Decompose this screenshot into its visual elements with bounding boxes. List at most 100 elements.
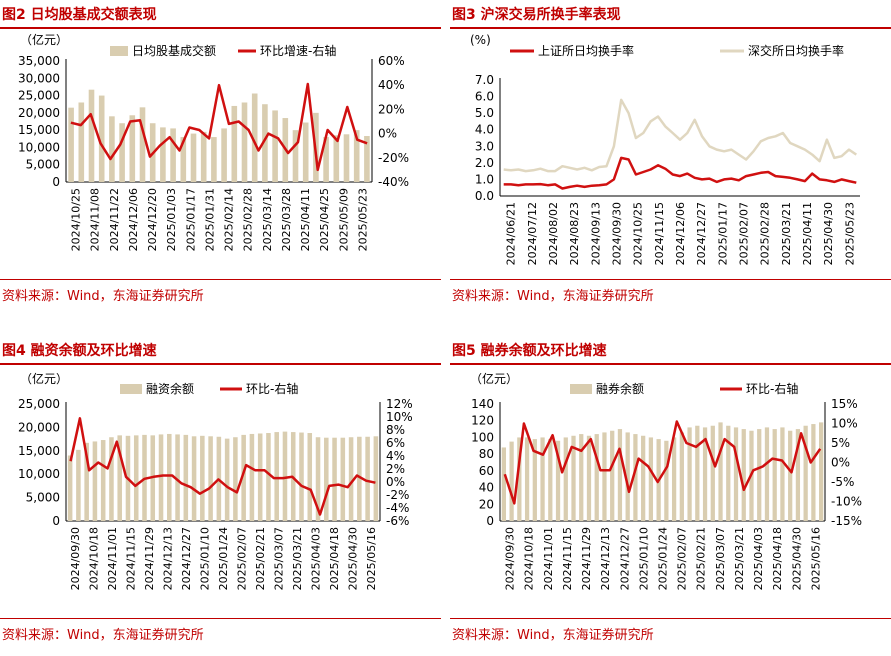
y-right-tick-label: -6%	[386, 514, 409, 528]
y-unit-label: (%)	[470, 33, 491, 47]
legend-label: 融券余额	[596, 381, 644, 396]
source-rule	[450, 279, 891, 280]
x-tick-label: 2024/11/15	[653, 202, 666, 265]
x-tick-label: 2024/10/18	[88, 527, 101, 590]
x-tick-label: 2025/04/11	[801, 202, 814, 265]
bar	[292, 130, 299, 182]
source-note: 资料来源：Wind，东海证券研究所	[452, 289, 654, 304]
chart-panel-margin-financing: 图4 融资余额及环比增速 （亿元） 0 5,000 10,000 15,000 20,00…	[0, 336, 441, 656]
bar	[795, 429, 801, 521]
bar	[517, 437, 522, 521]
y-left-tick-label: 1.0	[475, 172, 494, 186]
bar	[555, 440, 561, 521]
x-tick-label: 2024/09/30	[504, 527, 517, 590]
bar	[139, 107, 146, 182]
x-tick-label: 2024/11/01	[542, 527, 555, 590]
x-tick-label: 2025/03/21	[733, 527, 746, 590]
x-tick-label: 2024/11/29	[580, 527, 593, 590]
bar	[98, 95, 105, 182]
x-tick-label: 2025/05/23	[843, 202, 856, 265]
x-tick-label: 2024/12/06	[127, 188, 140, 251]
bar	[170, 128, 176, 182]
bar	[109, 437, 114, 521]
y-left-tick-label: 20,000	[18, 420, 60, 434]
y-right-tick-label: 40%	[378, 78, 405, 92]
x-tick-label: 2025/04/11	[299, 188, 312, 251]
y-right-tick-label: 4%	[386, 449, 405, 463]
legend-label: 深交所日均换手率	[748, 43, 844, 58]
chart-margin-financing: （亿元） 0 5,000 10,000 15,000 20,000 25,000 -6%-4%…	[18, 371, 413, 590]
bar	[68, 107, 74, 182]
x-tick-label: 2025/04/30	[822, 202, 835, 265]
bar	[117, 435, 122, 521]
x-tick-label: 2025/01/17	[716, 202, 729, 265]
legend-label: 环比-右轴	[746, 381, 798, 396]
x-tick-label: 2025/03/14	[261, 188, 274, 251]
series-line	[503, 98, 858, 173]
y-right-tick-label: -5%	[831, 475, 854, 489]
bar	[257, 433, 263, 521]
x-tick-label: 2025/02/28	[759, 202, 772, 265]
bar	[811, 424, 816, 521]
bar	[563, 437, 568, 521]
y-left-tick-label: 35,000	[18, 54, 60, 68]
legend-label: 环比增速-右轴	[260, 43, 336, 58]
x-tick-label: 2025/04/18	[771, 527, 784, 590]
source-note: 资料来源：Wind，东海证券研究所	[2, 628, 204, 643]
x-tick-label: 2025/02/07	[738, 202, 751, 265]
x-tick-label: 2025/01/24	[217, 527, 230, 590]
y-right-tick-label: 2%	[386, 462, 405, 476]
bar	[249, 433, 255, 521]
title-rule	[0, 363, 441, 365]
x-tick-label: 2025/04/18	[328, 527, 341, 590]
bar	[200, 131, 207, 182]
bar	[710, 425, 715, 521]
bar	[324, 437, 329, 521]
bar	[175, 434, 180, 521]
x-tick-label: 2025/02/21	[254, 527, 267, 590]
y-right-tick-label: 15%	[831, 397, 858, 411]
bar	[67, 455, 73, 521]
bar	[741, 429, 746, 521]
y-left-tick-label: 7.0	[475, 73, 494, 87]
bar	[633, 434, 638, 521]
bar	[718, 422, 723, 521]
y-right-tick-label: -15%	[831, 514, 862, 528]
x-tick-label: 2024/11/29	[143, 527, 156, 590]
x-tick-label: 2025/03/21	[291, 527, 304, 590]
bar	[241, 102, 248, 182]
bar	[109, 116, 115, 182]
bar	[364, 136, 370, 182]
bar	[524, 437, 530, 521]
y-left-tick-label: 2.0	[475, 156, 494, 170]
bar	[251, 93, 258, 182]
legend-label: 上证所日均换手率	[538, 43, 634, 58]
legend-swatch	[120, 384, 142, 394]
legend-label: 融资余额	[146, 381, 194, 396]
y-left-tick-label: 25,000	[18, 397, 60, 411]
bar	[702, 427, 708, 521]
bar	[641, 435, 646, 521]
y-right-tick-label: 20%	[378, 102, 405, 116]
x-tick-label: 2025/01/10	[637, 527, 650, 590]
y-right-tick-label: 60%	[378, 54, 405, 68]
bar	[772, 429, 777, 521]
y-left-tick-label: 120	[471, 414, 494, 428]
y-unit-label: （亿元）	[20, 32, 68, 47]
bar	[764, 427, 770, 521]
bar	[221, 128, 227, 182]
x-tick-label: 2025/04/25	[318, 188, 331, 251]
chart-panel-turnover-rate: 图3 沪深交易所换手率表现 (%) 0.0 1.0 2.0 3.0 4.0 5.0 6.0 7.…	[450, 0, 891, 320]
bar	[788, 430, 793, 521]
legend-label: 日均股基成交额	[132, 43, 216, 58]
chart-turnover-rate: (%) 0.0 1.0 2.0 3.0 4.0 5.0 6.0 7.0 2024/06/21 202…	[470, 33, 860, 265]
bar	[332, 437, 337, 521]
bar	[333, 135, 340, 182]
bar	[540, 437, 545, 521]
bar	[307, 433, 313, 521]
series-line	[503, 420, 822, 505]
chart-daily-turnover: （亿元） 0 5,000 10,000 15,000 20,000 25,000 30,000…	[18, 32, 409, 251]
y-right-tick-label: 0%	[831, 456, 850, 470]
y-right-tick-label: 12%	[386, 397, 413, 411]
x-tick-label: 2025/02/07	[235, 527, 248, 590]
